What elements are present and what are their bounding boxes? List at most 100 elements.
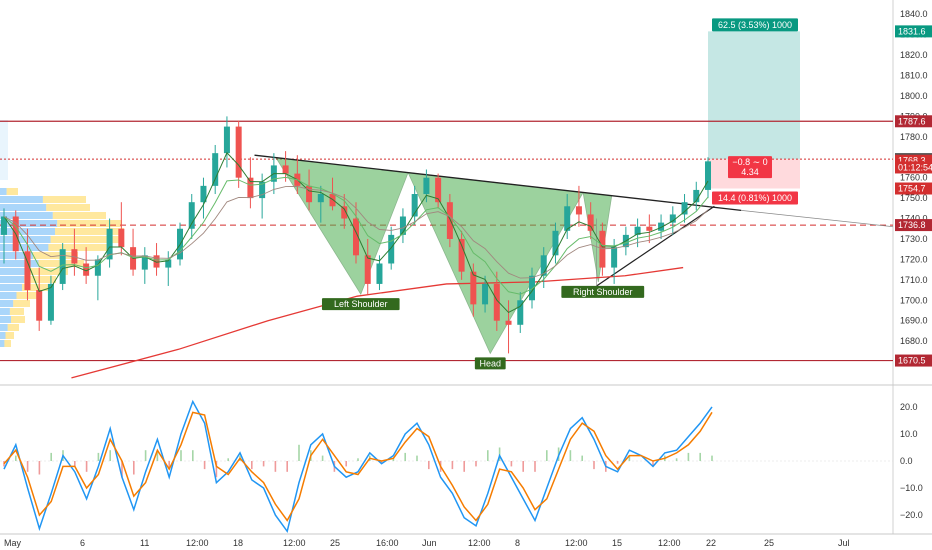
time-tick-label: 6 — [80, 538, 85, 548]
oscillator-tick-label: 10.0 — [900, 429, 918, 439]
price-tag-label: 1754.7 — [898, 184, 926, 194]
time-tick-label: 12:00 — [565, 538, 588, 548]
candle-body — [36, 290, 43, 321]
price-tag-box — [895, 219, 932, 232]
price-tick-label: 1730.0 — [900, 234, 928, 244]
pattern-label: Head — [479, 358, 501, 368]
oscillator-axis: 20.0 10.0 0.0 −10.0 −20.0 — [900, 402, 923, 520]
price-tick-label: 1690.0 — [900, 316, 928, 326]
price-tick-label: 1740.0 — [900, 214, 928, 224]
volume-profile-bar — [0, 220, 58, 227]
price-tag-label: 1670.5 — [898, 356, 926, 366]
time-tick-label: Jul — [838, 538, 850, 548]
time-tick-label: 8 — [515, 538, 520, 548]
candle-body — [59, 249, 66, 284]
pattern-label-box — [321, 298, 400, 311]
candle-body — [235, 126, 242, 178]
volume-profile-bar — [55, 228, 124, 235]
volume-profile-bar — [0, 284, 22, 291]
time-tick-label: 25 — [764, 538, 774, 548]
volume-profile-bar — [0, 236, 51, 243]
volume-profile-bar — [0, 324, 8, 331]
candle-body — [223, 126, 230, 154]
candle-body — [24, 251, 31, 291]
volume-profile-bar — [6, 188, 18, 195]
pattern-label-box — [561, 285, 645, 298]
volume-profile-bar — [46, 204, 90, 211]
candle-body — [705, 161, 711, 190]
price-tick-label: 1840.0 — [900, 9, 928, 19]
candle-body — [341, 206, 348, 219]
volume-profile-bar — [0, 340, 5, 347]
candle-body — [153, 255, 160, 268]
candle-body — [94, 259, 101, 276]
volume-profile-bar — [33, 252, 78, 259]
candle-body — [658, 222, 665, 231]
price-tag-label: 1768.3 — [898, 156, 926, 166]
volume-profile-bar — [0, 120, 8, 180]
candle-body — [458, 238, 465, 272]
volume-profile-bar — [0, 244, 49, 251]
price-tick-label: 1780.0 — [900, 132, 928, 142]
volume-profile-bar — [57, 220, 123, 227]
price-tag-label: 1831.6 — [898, 26, 926, 36]
time-tick-label: 12:00 — [468, 538, 491, 548]
candle-body — [482, 283, 489, 305]
volume-profile-bar — [0, 316, 11, 323]
position-stop-label-box — [712, 191, 798, 205]
price-tag-box — [895, 115, 932, 128]
time-tick-label: 12:00 — [186, 538, 209, 548]
candle-body — [587, 214, 594, 231]
price-axis[interactable]: 1680.0 1690.0 1700.0 1710.0 1720.0 1730.0 1740… — [900, 9, 928, 346]
moving-average-long — [71, 266, 684, 379]
volume-profile-bar — [9, 308, 24, 315]
price-tag-box — [895, 25, 932, 38]
volume-profile-bar — [11, 316, 25, 323]
time-tick-label: Jun — [422, 538, 437, 548]
volume-profile-bar — [0, 292, 17, 299]
neckline — [254, 154, 742, 212]
volume-profile-bar — [0, 332, 6, 339]
volume-profile-bar — [5, 332, 14, 339]
price-tag-label: 1787.6 — [898, 116, 926, 126]
volume-profile-bar — [0, 300, 14, 307]
candle-body — [540, 255, 547, 276]
time-tick-label: 18 — [233, 538, 243, 548]
oscillator-line-fast — [3, 399, 713, 534]
price-tick-label: 1810.0 — [900, 71, 928, 81]
candle-body — [118, 228, 125, 248]
candle-body — [71, 249, 78, 264]
ascending-trendline — [596, 205, 715, 287]
candle-body — [399, 216, 406, 235]
oscillator-pane[interactable] — [0, 399, 893, 534]
price-tick-label: 1800.0 — [900, 91, 928, 101]
price-pane[interactable]: 62.5 (3.53%) 1000 14.4 (0.81%) 1000 −0.8 ∼… — [0, 0, 932, 535]
price-tick-label: 1820.0 — [900, 50, 928, 60]
time-tick-label: May — [4, 538, 22, 548]
candle-body — [212, 153, 219, 186]
candle-body — [141, 255, 148, 270]
position-target-label-box — [712, 18, 798, 32]
oscillator-tick-label: 0.0 — [900, 456, 913, 466]
time-axis[interactable]: May 6 11 12:00 18 12:00 25 16:00 Jun 12:00 8 12:00 1… — [4, 538, 850, 548]
volume-profile-bar — [42, 196, 86, 203]
candle-body — [329, 194, 336, 207]
price-tags: 1831.61787.61769.11768.301:12:541754.717… — [895, 25, 932, 367]
position-info-label: 4.34 — [741, 167, 759, 177]
position-stop-label: 14.4 (0.81%) 1000 — [718, 193, 792, 203]
price-tick-label: 1680.0 — [900, 336, 928, 346]
price-tick-label: 1720.0 — [900, 254, 928, 264]
candle-body — [188, 202, 195, 229]
candle-body — [517, 300, 524, 325]
candle-body — [83, 263, 90, 276]
candle-body — [259, 181, 266, 199]
volume-profile-bar — [50, 236, 122, 243]
price-tag-label: 1736.8 — [898, 220, 926, 230]
volume-profile-bar — [7, 324, 19, 331]
volume-profile-bar — [0, 308, 10, 315]
oscillator-line-slow — [3, 411, 713, 522]
price-tick-label: 1750.0 — [900, 193, 928, 203]
candle-body — [611, 247, 618, 268]
pattern-label-box — [474, 357, 506, 370]
candle-body — [646, 226, 653, 231]
